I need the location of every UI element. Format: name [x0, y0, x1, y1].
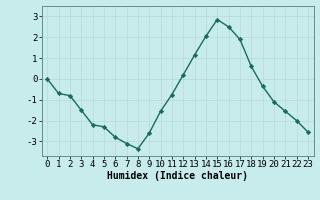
X-axis label: Humidex (Indice chaleur): Humidex (Indice chaleur)	[107, 171, 248, 181]
